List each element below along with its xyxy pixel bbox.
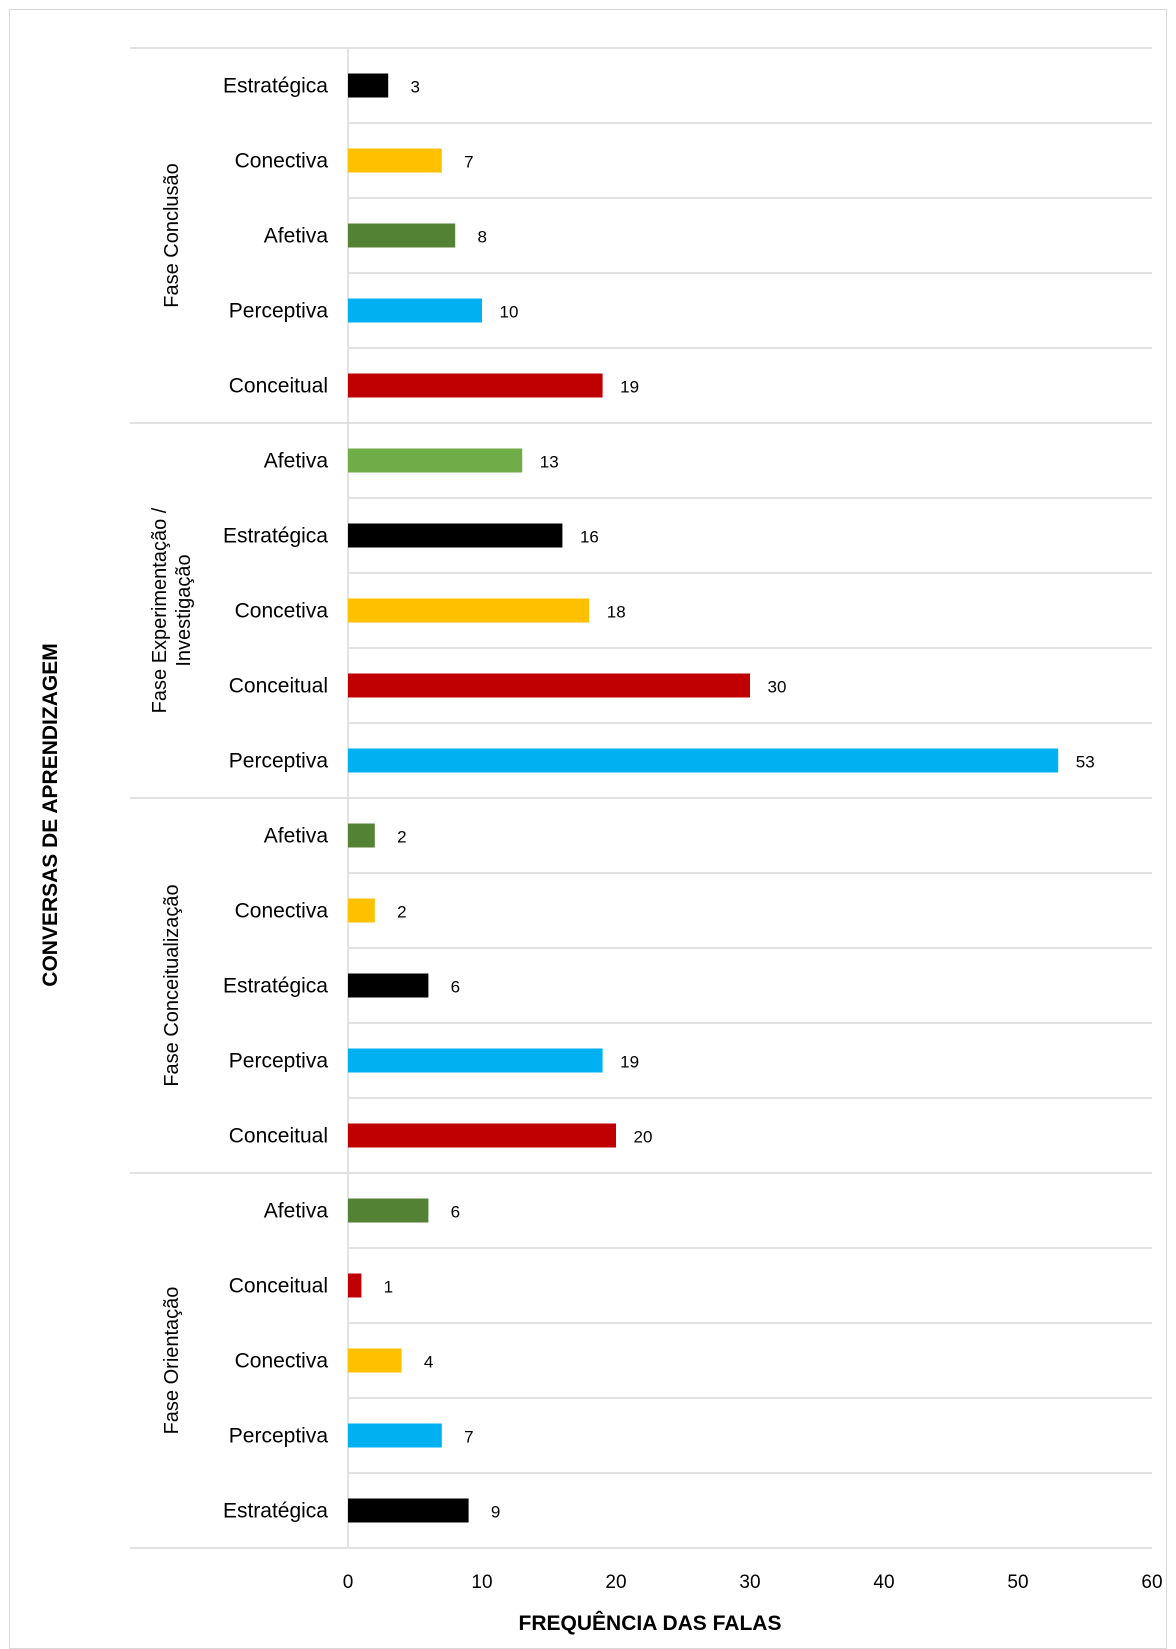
group-label: Investigação (173, 554, 195, 666)
category-label: Perceptiva (229, 1425, 329, 1448)
bar (348, 223, 456, 248)
bar (348, 523, 563, 548)
bar (348, 73, 389, 98)
bars (348, 73, 1059, 1523)
y-axis-title: CONVERSAS DE APRENDIZAGEM (39, 643, 62, 986)
category-label: Afetiva (264, 825, 329, 848)
category-label: Conceitual (229, 375, 328, 398)
x-tick-label: 40 (873, 1572, 894, 1593)
bar (348, 823, 375, 848)
data-label: 19 (620, 1053, 639, 1072)
bar (348, 1348, 402, 1373)
data-label: 6 (451, 978, 460, 997)
category-label: Perceptiva (229, 300, 329, 323)
data-label: 10 (500, 303, 519, 322)
category-label: Estratégica (223, 525, 328, 548)
bar (348, 298, 482, 323)
bar (348, 1423, 442, 1448)
category-label: Estratégica (223, 75, 328, 98)
x-tick-label: 20 (605, 1572, 626, 1593)
data-label: 3 (410, 78, 419, 97)
data-label: 53 (1076, 753, 1095, 772)
grid-lines (130, 47, 1152, 1549)
bar (348, 1048, 603, 1073)
category-label: Estratégica (223, 975, 328, 998)
category-label: Perceptiva (229, 1050, 329, 1073)
bar (348, 148, 442, 173)
x-tick-label: 0 (343, 1572, 354, 1593)
data-label: 2 (397, 903, 406, 922)
data-label: 4 (424, 1353, 433, 1372)
data-label: 13 (540, 453, 559, 472)
data-label: 1 (384, 1278, 393, 1297)
bar (348, 1198, 429, 1223)
data-label: 9 (491, 1503, 500, 1522)
x-axis-title: FREQUÊNCIA DAS FALAS (519, 1611, 782, 1635)
data-label: 16 (580, 528, 599, 547)
x-tick-label: 30 (739, 1572, 760, 1593)
bar (348, 748, 1059, 773)
bar (348, 1123, 616, 1148)
group-label: Fase Conclusão (161, 163, 183, 308)
bar (348, 673, 750, 698)
bar (348, 973, 429, 998)
data-label: 30 (768, 678, 787, 697)
bar (348, 448, 523, 473)
category-label: Conceitual (229, 675, 328, 698)
data-label: 2 (397, 828, 406, 847)
x-tick-label: 60 (1141, 1572, 1162, 1593)
chart-frame (9, 9, 1167, 1649)
bar (348, 1273, 362, 1298)
labels: Estratégica 3 Conectiva 7 Afetiva 8 Perceptiva… (149, 75, 1163, 1594)
x-tick-label: 10 (471, 1572, 492, 1593)
category-label: Conceitual (229, 1125, 328, 1148)
category-label: Conectiva (235, 1350, 329, 1373)
x-tick-label: 50 (1007, 1572, 1028, 1593)
group-label: Fase Experimentação / (149, 507, 171, 713)
category-label: Concetiva (235, 600, 329, 623)
category-label: Perceptiva (229, 750, 329, 773)
category-label: Afetiva (264, 225, 329, 248)
data-label: 7 (464, 153, 473, 172)
data-label: 19 (620, 378, 639, 397)
group-label: Fase Orientação (161, 1287, 183, 1435)
data-label: 18 (607, 603, 626, 622)
category-label: Afetiva (264, 450, 329, 473)
data-label: 7 (464, 1428, 473, 1447)
category-label: Conceitual (229, 1275, 328, 1298)
category-label: Conectiva (235, 150, 329, 173)
data-label: 8 (477, 228, 486, 247)
category-label: Estratégica (223, 1500, 328, 1523)
group-label: Fase Conceitualização (161, 884, 183, 1086)
category-label: Conectiva (235, 900, 329, 923)
bar (348, 373, 603, 398)
bar (348, 598, 590, 623)
bar (348, 898, 375, 923)
data-label: 6 (451, 1203, 460, 1222)
category-label: Afetiva (264, 1200, 329, 1223)
bar (348, 1498, 469, 1523)
data-label: 20 (634, 1128, 653, 1147)
